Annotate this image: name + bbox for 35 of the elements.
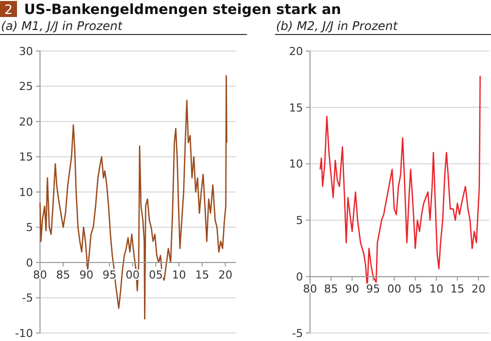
y-tick-label: 0 (26, 256, 33, 270)
y-tick-label: -5 (22, 292, 33, 305)
x-tick-label: 20 (471, 282, 486, 296)
chart-title: US-Bankengeldmengen steigen stark an (24, 2, 342, 18)
y-tick-label: 5 (26, 221, 33, 234)
y-tick-label: 15 (19, 150, 33, 164)
y-tick-label: 10 (289, 158, 303, 171)
x-tick-label: 15 (195, 268, 210, 282)
x-tick-label: 05 (408, 282, 422, 296)
y-tick-label: 5 (296, 214, 303, 228)
x-tick-label: 05 (148, 268, 163, 282)
x-tick-label: 85 (56, 268, 70, 282)
x-tick-label: 20 (218, 268, 232, 282)
y-tick-label: -10 (15, 326, 33, 340)
y-tick-label: 20 (289, 44, 303, 58)
y-tick-label: 15 (289, 101, 303, 114)
x-tick-label: 90 (79, 268, 94, 282)
x-tick-label: 00 (387, 282, 402, 296)
x-tick-label: 95 (366, 282, 380, 296)
y-tick-label: -5 (292, 326, 303, 340)
x-tick-label: 90 (345, 282, 360, 296)
y-tick-label: 30 (19, 44, 33, 58)
x-tick-label: 15 (450, 282, 464, 296)
x-tick-label: 10 (429, 282, 444, 296)
text: 2 (4, 3, 13, 18)
chart-subtitle: (a) M1, J/J in Prozent (1, 19, 124, 33)
x-tick-label: 85 (324, 282, 338, 296)
chart-subtitle: (b) M2, J/J in Prozent (276, 19, 399, 33)
x-tick-label: 80 (33, 268, 47, 282)
y-tick-label: 25 (19, 80, 33, 94)
y-tick-label: 0 (296, 270, 303, 284)
y-tick-label: 20 (19, 115, 33, 128)
x-tick-label: 80 (303, 282, 317, 296)
x-tick-label: 10 (172, 268, 186, 282)
y-tick-label: 10 (19, 186, 33, 199)
